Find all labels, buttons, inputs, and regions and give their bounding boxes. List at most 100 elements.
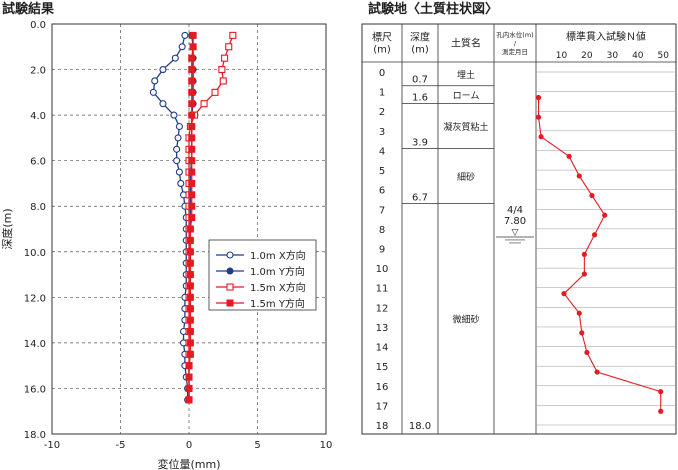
n-value-point [594,369,600,375]
n-tick-label: 50 [658,51,670,61]
layer-name: ローム [453,91,480,102]
data-point [211,88,219,96]
scale-label: 10 [376,264,389,275]
y-tick-label: 12.0 [24,293,46,304]
line-chart-series [149,31,237,404]
scale-label: 8 [379,225,385,236]
y-tick-label: 18.0 [24,430,46,441]
data-point [175,122,183,131]
scale-label: 0 [379,68,385,79]
column-header: / [514,39,517,47]
y-tick-label: 16.0 [24,384,46,395]
n-value-point [576,310,582,316]
data-point [226,267,234,275]
layer-name: 凝灰質粘土 [443,121,488,133]
y-tick-label: 10.0 [24,248,46,259]
log-title: 試験地〈土質柱状図〉 [368,1,498,17]
column-header: 土質名 [451,37,481,50]
n-value-point [602,212,608,218]
column-header: (m) [373,45,391,56]
data-point [186,236,194,244]
data-point [186,248,194,256]
n-value-point [581,271,587,277]
water-level: 4/47.80▽ [496,205,534,244]
legend-label: 1.5m X方向 [250,281,306,294]
scale-label: 18 [376,421,389,432]
layer-name: 埋土 [457,69,475,81]
legend-entry: 1.0m Y方向 [216,265,305,278]
data-point [200,100,208,108]
x-axis-label: 変位量(mm) [157,457,220,470]
data-point [178,43,186,51]
legend-entry: 1.5m Y方向 [216,297,305,310]
data-point [188,123,196,130]
log-table [361,23,677,435]
scale-label: 3 [379,127,385,138]
data-point [219,77,227,85]
data-point [159,100,167,108]
y-tick-label: 8.0 [30,202,46,213]
series-1 [149,31,192,404]
data-point [185,362,193,370]
x-tick-labels: -10 -5 0 5 10 [44,440,333,451]
layer-depth: 0.7 [412,75,428,86]
data-point [188,145,196,153]
data-point [186,305,194,313]
scale-label: 9 [379,245,385,256]
n-value-point [584,349,590,356]
scale-label: 12 [376,303,389,314]
data-point [226,299,234,307]
layer-depth: 6.7 [412,192,428,203]
n-value-chart [535,94,664,414]
layer-depth: 18.0 [409,421,431,432]
legend: 1.0m X方向 1.0m Y方向 1.5m X方向 1.5m Y方向 [208,239,317,311]
layer-depth: 3.9 [412,137,428,148]
column-header: 孔内水位(m) [496,30,533,39]
y-tick-label: 14.0 [24,339,46,350]
data-point [170,111,178,119]
data-point [185,373,193,381]
data-point [188,214,196,222]
y-tick-label: 2.0 [30,66,46,77]
data-point [188,100,196,108]
legend-label: 1.0m X方向 [250,249,306,262]
data-point [181,31,189,39]
y-tick-label: 4.0 [30,111,46,122]
n-value-point [576,173,582,179]
n-value-point [566,153,572,159]
n-tick-label: 20 [581,51,593,61]
scale-label: 13 [376,323,389,334]
water-symbol: ▽ [512,228,519,238]
x-tick-label: -5 [116,440,126,451]
data-point [189,31,197,39]
data-point [218,66,226,74]
scale-label: 6 [379,186,385,197]
scale-label: 4 [379,146,385,157]
data-point [188,202,196,210]
data-point [171,54,179,62]
data-point [188,191,196,199]
data-point [188,134,196,142]
data-point [186,271,194,279]
legend-label: 1.0m Y方向 [250,265,305,278]
n-value-point [538,134,544,140]
n-tick-label: 10 [556,51,568,61]
data-point [188,77,196,85]
data-point [188,66,196,74]
scale-label: 1 [379,88,385,99]
legend-box [208,239,317,311]
layer-depth: 1.6 [412,92,428,103]
y-tick-labels: 0.0 2.0 4.0 6.0 8.0 10.0 12.0 14.0 16.0 18.0 [24,20,46,441]
water-depth: 7.80 [504,216,526,227]
scale-label: 5 [379,166,385,177]
column-header: 深度 [410,31,430,44]
data-point [186,225,194,233]
data-point [188,111,196,119]
n-tick-label: 40 [632,51,644,61]
legend-label: 1.5m Y方向 [250,297,305,310]
data-point [186,316,194,324]
data-point [186,293,194,301]
x-tick-label: 5 [254,440,260,451]
layer-name: 微細砂 [452,314,479,326]
